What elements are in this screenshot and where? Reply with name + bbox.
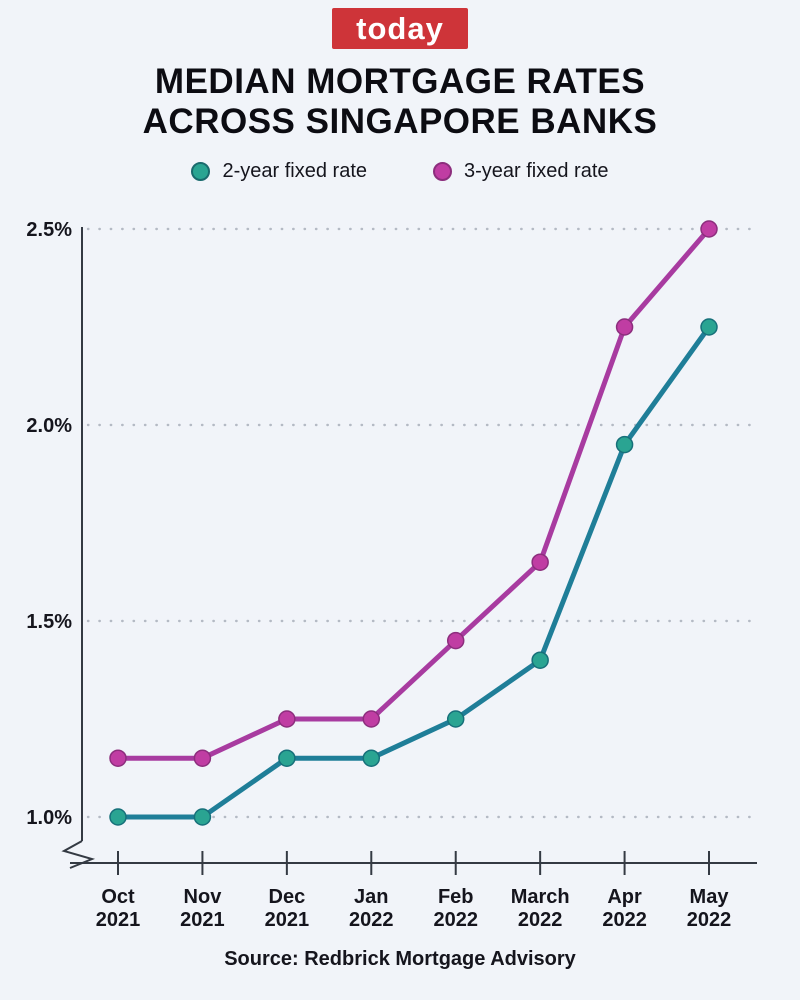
legend-label-3-year: 3-year fixed rate <box>464 160 609 182</box>
x-tick-label: Nov 2021 <box>180 886 225 931</box>
data-point-2-year-fixed-rate <box>446 710 465 728</box>
legend-dot-3-year-icon <box>433 162 452 181</box>
x-tick-label: Feb 2022 <box>433 886 478 931</box>
y-tick-label: 2.5% <box>26 219 72 241</box>
legend: 2-year fixed rate 3-year fixed rate <box>0 160 800 183</box>
data-point-3-year-fixed-rate <box>362 710 381 728</box>
today-logo-text: today <box>356 10 444 46</box>
data-point-3-year-fixed-rate <box>700 220 718 238</box>
chart-area: 1.0% 1.5% 2.0% 2.5% Oct 2021 Nov 2021 Dec 2021 Jan… <box>0 210 800 940</box>
y-tick-label: 1.5% <box>26 611 72 633</box>
x-tick-label: May 2022 <box>687 886 732 931</box>
legend-dot-2-year-icon <box>191 162 211 181</box>
data-point-3-year-fixed-rate <box>278 710 296 728</box>
data-point-2-year-fixed-rate <box>362 749 381 767</box>
data-point-3-year-fixed-rate <box>531 553 549 571</box>
legend-item-3-year: 3-year fixed rate <box>433 160 609 183</box>
data-point-2-year-fixed-rate <box>193 808 212 826</box>
data-point-3-year-fixed-rate <box>109 749 127 767</box>
x-tick-label: Oct 2021 <box>96 886 141 931</box>
data-point-3-year-fixed-rate <box>193 749 212 767</box>
source-credit: Source: Redbrick Mortgage Advisory <box>224 948 576 970</box>
series-line-2-year-fixed-rate <box>115 324 712 820</box>
data-point-3-year-fixed-rate <box>615 318 634 336</box>
x-tick-label: Jan 2022 <box>349 886 394 931</box>
series-line-3-year-fixed-rate <box>115 226 712 761</box>
data-point-2-year-fixed-rate <box>109 808 127 826</box>
data-point-2-year-fixed-rate <box>700 318 718 336</box>
x-tick-label: March 2022 <box>511 886 570 931</box>
legend-label-2-year: 2-year fixed rate <box>222 160 367 182</box>
data-point-2-year-fixed-rate <box>531 651 549 669</box>
title-line-1: MEDIAN MORTGAGE RATES <box>154 62 646 101</box>
page-title: MEDIAN MORTGAGE RATES ACROSS SINGAPORE B… <box>0 62 800 142</box>
chart-svg: 1.0% 1.5% 2.0% 2.5% Oct 2021 Nov 2021 Dec 2021 Jan… <box>26 219 759 931</box>
y-tick-label: 1.0% <box>26 807 72 829</box>
x-tick-label: Apr 2022 <box>602 886 647 931</box>
title-line-2: ACROSS SINGAPORE BANKS <box>142 102 658 141</box>
data-point-3-year-fixed-rate <box>446 631 465 650</box>
data-point-2-year-fixed-rate <box>278 749 296 767</box>
x-tick-label: Dec 2021 <box>265 886 310 931</box>
legend-item-2-year: 2-year fixed rate <box>191 160 367 183</box>
y-tick-label: 2.0% <box>26 415 72 437</box>
data-point-2-year-fixed-rate <box>615 435 634 454</box>
today-logo: today <box>332 8 468 49</box>
